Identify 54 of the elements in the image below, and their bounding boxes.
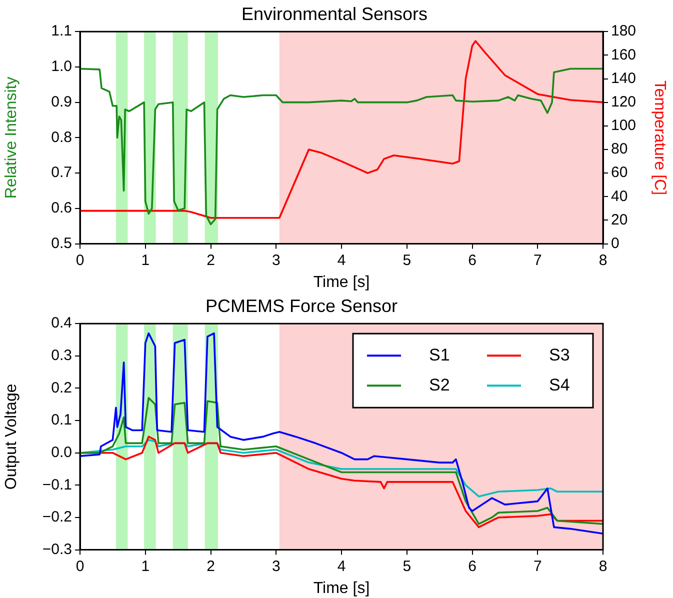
y-axis-title: Output Voltage (3, 384, 20, 490)
x-tick-label: 5 (402, 252, 412, 269)
y2-tick-label: 0 (611, 234, 620, 252)
x-tick-label: 1 (141, 558, 150, 575)
x-axis-title: Time [s] (313, 580, 370, 597)
x-tick-label: 0 (76, 558, 84, 575)
y-tick-label: 0.4 (51, 314, 72, 332)
y-tick-label: 1.1 (51, 22, 72, 40)
y-axis-title: Relative Intensity (3, 76, 20, 199)
legend-label: S4 (549, 375, 570, 394)
x-tick-label: 2 (206, 558, 215, 575)
x-tick-label: 4 (337, 252, 346, 269)
x-tick-label: 3 (272, 558, 280, 575)
x-tick-label: 8 (598, 558, 608, 575)
x-tick-label: 7 (533, 558, 542, 575)
legend-label: S2 (429, 375, 450, 394)
y-tick-label: 0.6 (51, 200, 72, 217)
legend-label: S1 (429, 345, 450, 364)
x-axis-title: Time [s] (313, 274, 370, 291)
chart-title: Environmental Sensors (241, 4, 428, 24)
y-tick-label: 0.3 (51, 347, 72, 364)
x-tick-label: 7 (533, 252, 542, 269)
y-tick-label: −0.1 (42, 476, 72, 494)
x-tick-label: 6 (468, 252, 476, 269)
x-tick-label: 3 (272, 252, 280, 269)
y-tick-label: 0.1 (51, 412, 72, 429)
x-tick-label: 5 (402, 558, 412, 575)
chart-title: PCMEMS Force Sensor (205, 296, 398, 316)
y2-tick-label: 160 (611, 46, 636, 64)
y-tick-label: 0.0 (51, 444, 72, 461)
y2-tick-label: 140 (611, 70, 636, 87)
y2-axis-title: Temperature [C] (650, 80, 668, 196)
y-tick-label: −0.2 (42, 508, 72, 526)
y-tick-label: 0.8 (51, 128, 72, 146)
y-tick-label: 1.0 (51, 58, 72, 76)
x-tick-label: 8 (598, 252, 608, 269)
y-tick-label: 0.5 (51, 234, 72, 252)
y2-tick-label: 100 (611, 117, 636, 134)
x-tick-label: 1 (141, 252, 150, 269)
y-tick-label: 0.9 (51, 93, 72, 110)
x-tick-label: 4 (337, 558, 346, 575)
y2-tick-label: 40 (611, 188, 628, 205)
legend-label: S3 (549, 345, 570, 364)
y-tick-label: 0.7 (51, 164, 72, 182)
y-tick-label: −0.3 (42, 540, 72, 558)
y-tick-label: 0.2 (51, 379, 72, 396)
y2-tick-label: 80 (611, 140, 628, 158)
y2-tick-label: 60 (611, 164, 628, 182)
y2-tick-label: 180 (611, 22, 636, 40)
y2-tick-label: 20 (611, 211, 628, 228)
x-tick-label: 0 (76, 252, 84, 269)
x-tick-label: 2 (206, 252, 215, 269)
y2-tick-label: 120 (611, 93, 636, 110)
x-tick-label: 6 (468, 558, 476, 575)
